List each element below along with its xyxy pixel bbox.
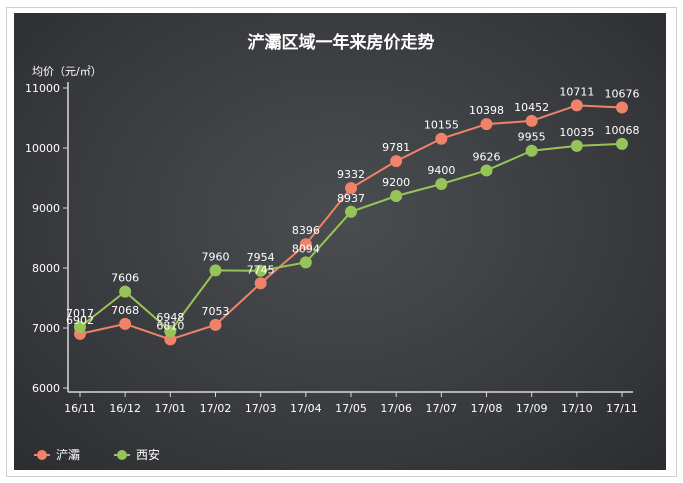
x-tick-label: 17/02 xyxy=(200,402,232,415)
series-0-data-label: 6902 xyxy=(66,314,94,327)
series-0-data-label: 7745 xyxy=(247,263,275,276)
series-1-point xyxy=(525,144,538,157)
y-tick-label: 7000 xyxy=(32,322,60,335)
legend-label-1: 西安 xyxy=(136,447,160,462)
x-tick-label: 17/09 xyxy=(516,402,548,415)
chart-panel xyxy=(14,13,666,470)
series-1-data-label: 9400 xyxy=(427,164,455,177)
x-tick-label: 17/10 xyxy=(561,402,593,415)
series-0-point xyxy=(435,132,448,145)
x-tick-label: 17/06 xyxy=(380,402,412,415)
x-tick-label: 16/12 xyxy=(109,402,141,415)
series-0-data-label: 6810 xyxy=(156,319,184,332)
series-1-point xyxy=(616,137,628,150)
x-tick-label: 17/08 xyxy=(471,402,503,415)
series-0-data-label: 9332 xyxy=(337,168,365,181)
y-ticks: 6000 7000 8000 9000 10000 11000 xyxy=(25,82,68,395)
series-1-data-label: 7606 xyxy=(111,272,139,285)
x-tick-label: 17/01 xyxy=(154,402,186,415)
x-tick-label: 17/11 xyxy=(606,402,638,415)
y-tick-label: 9000 xyxy=(32,202,60,215)
x-tick-label: 17/03 xyxy=(245,402,277,415)
series-0-point xyxy=(164,333,177,346)
series-1-data-label: 8094 xyxy=(292,242,320,255)
series-0-data-label: 8396 xyxy=(292,224,320,237)
series-0-data-label: 9781 xyxy=(382,141,410,154)
series-layer xyxy=(74,99,628,346)
series-1-data-label: 10035 xyxy=(559,126,594,139)
series-0-point xyxy=(119,317,132,330)
y-axis-label: 均价（元/㎡） xyxy=(32,65,102,78)
legend-marker-1 xyxy=(117,450,127,460)
series-1-point xyxy=(435,178,448,190)
y-tick-label: 11000 xyxy=(25,82,60,95)
legend-label-0: 浐灞 xyxy=(56,448,80,462)
series-1-data-label: 7954 xyxy=(247,251,275,264)
series-0-point xyxy=(209,318,222,331)
axes xyxy=(67,82,633,393)
series-0-point xyxy=(616,101,628,114)
series-1-data-label: 9200 xyxy=(382,176,410,189)
series-0-data-label: 10676 xyxy=(605,87,640,100)
series-1-point xyxy=(209,264,222,277)
series-1-data-label: 10068 xyxy=(605,124,640,137)
series-0-point xyxy=(525,114,538,127)
series-0-data-label: 7068 xyxy=(111,304,139,317)
series-0-point xyxy=(480,118,493,131)
data-labels: 6902 7068 6810 7053 7745 8396 9332 9781 10155 103… xyxy=(66,85,640,332)
series-1-point xyxy=(119,285,132,298)
series-1-point xyxy=(570,139,583,152)
series-1-point xyxy=(254,264,267,277)
y-tick-label: 6000 xyxy=(32,382,60,395)
x-tick-label: 17/05 xyxy=(335,402,367,415)
series-1-data-label: 9626 xyxy=(473,150,501,163)
series-0-point xyxy=(345,182,357,195)
legend-marker-0 xyxy=(37,450,47,460)
series-0-data-label: 10452 xyxy=(514,101,549,114)
series-1-data-label: 7017 xyxy=(66,307,94,320)
series-1-point xyxy=(164,325,177,338)
x-ticks: 16/11 16/12 17/01 17/02 17/03 17/04 17/05 17/06… xyxy=(64,392,638,415)
series-0-point xyxy=(254,277,267,290)
series-0-data-label: 10398 xyxy=(469,104,504,117)
series-1-data-label: 9955 xyxy=(518,131,546,144)
series-1-point xyxy=(299,256,312,269)
series-0-point xyxy=(570,99,583,112)
series-0-data-label: 7053 xyxy=(202,305,230,318)
y-tick-label: 8000 xyxy=(32,262,60,275)
series-1-data-label: 8937 xyxy=(337,192,365,205)
series-0-data-label: 10711 xyxy=(559,85,594,98)
series-0-point xyxy=(390,155,403,168)
x-tick-label: 17/04 xyxy=(290,402,322,415)
series-1-point xyxy=(480,164,493,177)
x-tick-label: 16/11 xyxy=(64,402,96,415)
series-1-point xyxy=(74,320,86,333)
legend: 浐灞 西安 xyxy=(34,447,160,462)
series-0-data-label: 10155 xyxy=(424,119,459,132)
series-0-point xyxy=(299,238,312,251)
series-1-point xyxy=(345,205,357,218)
series-1-data-label: 7960 xyxy=(202,250,230,263)
series-1-point xyxy=(390,190,403,202)
x-tick-label: 17/07 xyxy=(425,402,457,415)
series-1-data-label: 6948 xyxy=(156,311,184,324)
chart-title: 浐灞区域一年来房价走势 xyxy=(248,32,435,53)
y-tick-label: 10000 xyxy=(25,142,60,155)
